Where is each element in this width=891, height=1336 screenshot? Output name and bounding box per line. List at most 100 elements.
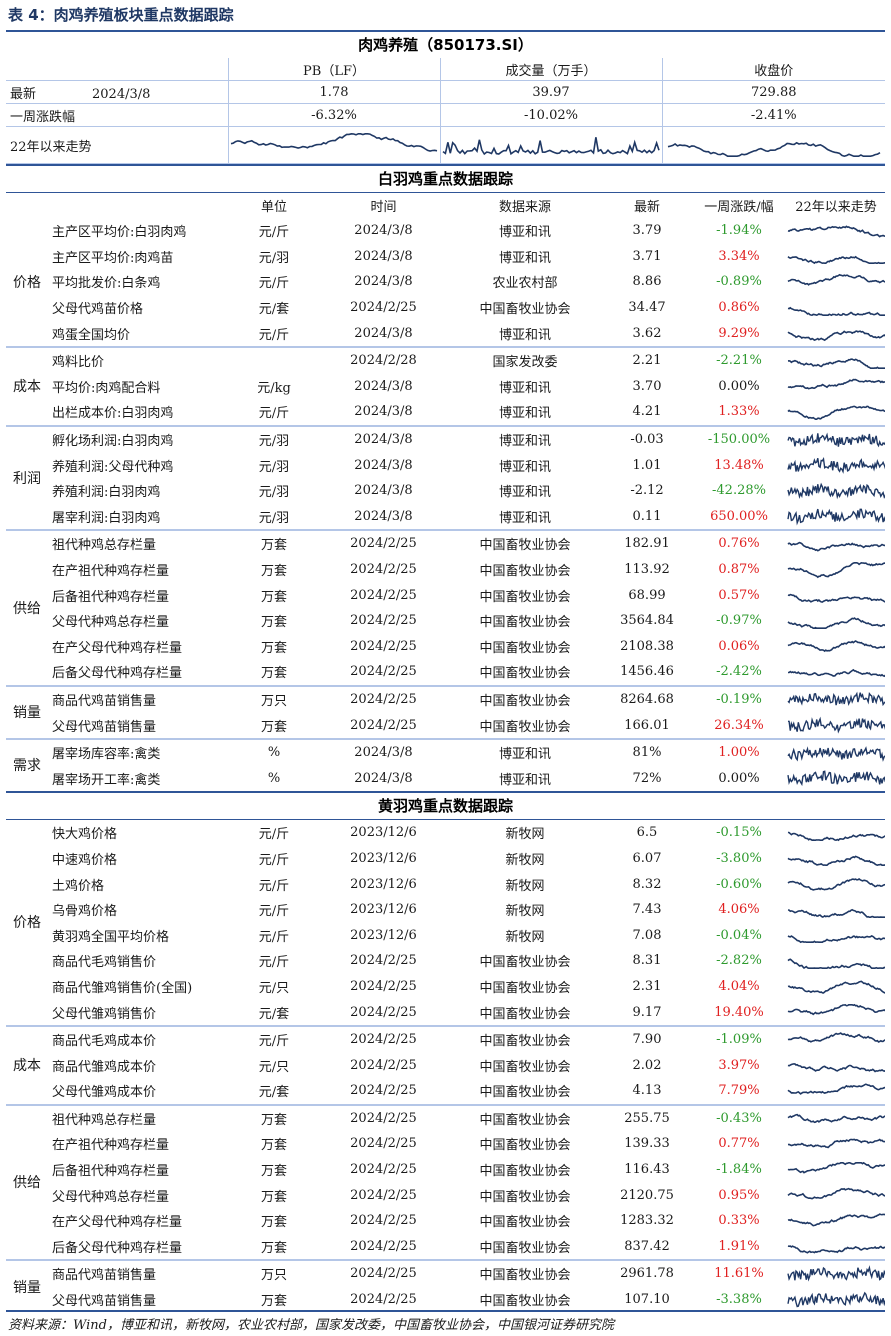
group-label: 供给 (6, 529, 48, 686)
sparkline-path (787, 831, 885, 842)
trend-cell (787, 1208, 885, 1234)
sparkline-path (787, 1083, 885, 1095)
unit-cell: % (267, 770, 281, 786)
latest-cell: 9.17 (632, 1004, 662, 1020)
source-cell: 中国畜牧业协会 (479, 1138, 571, 1154)
change-cell: 0.76% (691, 529, 787, 557)
latest-cell: 8.86 (632, 274, 662, 290)
unit-cell: 万套 (260, 1138, 287, 1154)
change-cell: 0.57% (718, 587, 760, 603)
latest-cell: 2.02 (632, 1057, 662, 1073)
change-cell: -1.09% (691, 1024, 787, 1053)
trend-sparkline (787, 935, 885, 944)
date-cell: 2024/2/25 (350, 978, 417, 994)
change-cell: -3.38% (716, 1292, 762, 1308)
change-cell: -0.19% (691, 684, 787, 713)
latest-cell: 2.21 (603, 345, 691, 374)
indicator-name: 在产祖代种鸡存栏量 (52, 1138, 170, 1154)
date-cell: 2023/12/6 (350, 876, 417, 892)
latest-cell: 116.43 (624, 1162, 670, 1178)
date-cell: 2024/3/8 (354, 483, 413, 499)
latest-cell: 34.47 (628, 300, 666, 316)
latest-cell: 3564.84 (620, 613, 674, 629)
table-row: 在产父母代种鸡存栏量 万套 2024/2/25 中国畜牧业协会 1283.32 0.33% (6, 1208, 885, 1234)
latest-cell: 7.08 (632, 927, 662, 943)
change-cell: -0.60% (716, 876, 762, 892)
sparkline-path (787, 980, 885, 995)
trend-sparkline (787, 273, 885, 286)
indicator-name: 养殖利润:白羽肉鸡 (52, 485, 161, 501)
source-cell: 博亚和讯 (498, 510, 551, 526)
trend-cell (787, 659, 885, 686)
trend-cell (787, 820, 885, 846)
date-cell: 2024/3/8 (320, 424, 447, 453)
group-label: 需求 (6, 737, 48, 792)
change-cell: -3.80% (716, 850, 762, 866)
unit-cell: 元/斤 (258, 827, 290, 843)
unit-cell: 元/斤 (258, 904, 290, 920)
table-row: 主产区平均价:肉鸡苗 元/羽 2024/3/8 博亚和讯 3.71 3.34% (6, 244, 885, 270)
table-row: 出栏成本价:白羽肉鸡 元/斤 2024/3/8 博亚和讯 4.21 1.33% (6, 399, 885, 426)
table-row: 屠宰利润:白羽肉鸡 元/羽 2024/3/8 博亚和讯 0.11 650.00% (6, 504, 885, 531)
stock-title: 肉鸡养殖（850173.SI） (6, 30, 885, 58)
trend-cell (787, 320, 885, 347)
table-row: 养殖利润:父母代种鸡 元/羽 2024/3/8 博亚和讯 1.01 13.48% (6, 452, 885, 478)
table-row: 成本 商品代毛鸡成本价 元/斤 2024/2/25 中国畜牧业协会 7.90 -1.09% (6, 1024, 885, 1105)
table-row: 父母代雏鸡销售价 元/套 2024/2/25 中国畜牧业协会 9.17 19.40% (6, 999, 885, 1026)
table-row: 父母代鸡苗价格 元/套 2024/2/25 中国畜牧业协会 34.47 0.86% (6, 295, 885, 321)
source-cell: 中国畜牧业协会 (447, 529, 603, 557)
trend-cell (787, 634, 885, 660)
indicator-name: 黄羽鸡全国平均价格 (52, 929, 170, 945)
unit-cell: 元/斤 (258, 406, 290, 422)
trend-sparkline (787, 358, 885, 369)
date-cell: 2024/2/25 (350, 1057, 417, 1073)
latest-cell: -0.03 (603, 424, 691, 453)
source-cell: 中国畜牧业协会 (479, 980, 571, 996)
date-cell: 2024/2/25 (350, 664, 417, 680)
stock-header-row: PB（LF） 成交量（万手） 收盘价 (6, 58, 885, 81)
indicator-name: 鸡蛋全国均价 (52, 327, 131, 343)
change-cell: -42.28% (712, 483, 766, 499)
latest-cell: 2120.75 (620, 1187, 674, 1203)
change-cell: 0.87% (718, 562, 760, 578)
date-cell: 2024/3/8 (354, 404, 413, 420)
hdr-unit: 单位 (260, 200, 287, 215)
sparkline-path (787, 273, 885, 286)
table-row: 乌骨鸡价格 元/斤 2023/12/6 新牧网 7.43 4.06% (6, 897, 885, 923)
latest-cell: 8.31 (632, 953, 662, 969)
date-cell: 2024/2/25 (320, 684, 447, 713)
latest-cell: 4.13 (632, 1083, 662, 1099)
sparkline-path (787, 640, 885, 653)
indicator-name: 出栏成本价:白羽肉鸡 (52, 406, 174, 422)
unit-cell: 万套 (260, 1189, 287, 1205)
indicator-name: 父母代鸡苗价格 (52, 302, 144, 318)
date-cell: 2024/2/25 (350, 1136, 417, 1152)
trend-sparkline (787, 908, 885, 918)
unit-cell: 元/套 (258, 302, 290, 318)
sparkline-path (787, 1265, 885, 1282)
change-cell: 11.61% (691, 1259, 787, 1287)
unit-cell: 万套 (228, 1103, 320, 1132)
week-label: 一周涨跌幅 (6, 103, 228, 127)
trend-cell (787, 1024, 885, 1053)
date-cell: 2024/2/25 (320, 1259, 447, 1287)
source-cell: 博亚和讯 (498, 772, 551, 788)
table-row: 父母代雏鸡成本价 元/套 2024/2/25 中国畜牧业协会 4.13 7.79% (6, 1078, 885, 1105)
date-cell: 2023/12/6 (350, 902, 417, 918)
latest-cell: 7.90 (603, 1024, 691, 1053)
table-row: 后备祖代种鸡存栏量 万套 2024/2/25 中国畜牧业协会 68.99 0.57% (6, 582, 885, 608)
latest-cell: 68.99 (628, 587, 666, 603)
indicator-name: 平均价:肉鸡配合料 (52, 380, 161, 396)
trend-cell (787, 1182, 885, 1208)
hdr-latest: 最新 (633, 200, 660, 215)
trend-sparkline (787, 256, 885, 265)
trend-sparkline (787, 1212, 885, 1227)
latest-cell: 3.71 (632, 248, 662, 264)
source-cell: 新牧网 (505, 878, 545, 894)
table-row: 父母代鸡苗销售量 万套 2024/2/25 中国畜牧业协会 166.01 26.34% (6, 712, 885, 739)
indicator-name: 父母代雏鸡成本价 (52, 1085, 157, 1101)
table-row: 土鸡价格 元/斤 2023/12/6 新牧网 8.32 -0.60% (6, 871, 885, 897)
unit-cell: 元/羽 (258, 510, 290, 526)
change-cell: -0.04% (716, 927, 762, 943)
trend-cell (787, 974, 885, 1000)
